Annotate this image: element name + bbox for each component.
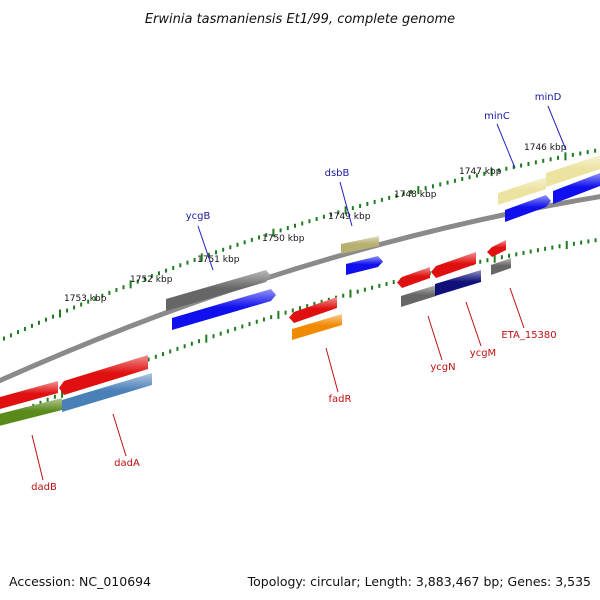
leader-ycgN xyxy=(427,315,443,361)
kbp-label-1751: 1751 kbp xyxy=(197,255,240,265)
leader-dadB xyxy=(31,434,44,481)
gene-feature-ycgN-red[interactable] xyxy=(397,267,430,288)
leader-lines xyxy=(31,105,567,481)
kbp-label-1746: 1746 kbp xyxy=(524,143,567,153)
gene-label-dsbB: dsbB xyxy=(325,168,350,179)
gene-features xyxy=(0,155,600,427)
gene-feature-dadA-red[interactable] xyxy=(59,355,148,395)
gene-feature-ycgM-navy[interactable] xyxy=(435,270,481,296)
accession-text: Accession: NC_010694 xyxy=(9,574,151,589)
gene-feature-ycgM-red[interactable] xyxy=(431,252,476,278)
gene-feature-ycgB-grey[interactable] xyxy=(166,270,271,311)
gene-label-dadB: dadB xyxy=(31,482,57,493)
gene-feature-fadR-orange[interactable] xyxy=(292,314,342,340)
leader-fadR xyxy=(325,347,339,393)
gene-label-ycgM: ycgM xyxy=(470,348,496,359)
leader-dsbB xyxy=(339,181,353,227)
gene-feature-ycgN-grey[interactable] xyxy=(401,285,436,307)
gene-label-ycgN: ycgN xyxy=(430,362,455,373)
gene-feature-dadA-steel[interactable] xyxy=(62,373,152,412)
leader-minD xyxy=(547,105,567,151)
gene-feature-ETA_15380-grey[interactable] xyxy=(491,258,511,275)
leader-dadA xyxy=(112,413,127,457)
kbp-label-1752: 1752 kbp xyxy=(130,275,173,285)
gene-label-ETA_15380: ETA_15380 xyxy=(501,330,556,341)
kbp-label-1753: 1753 kbp xyxy=(64,294,107,304)
genome-backbone xyxy=(0,194,600,384)
leader-ETA_15380 xyxy=(509,287,525,329)
gene-feature-dadB-olive[interactable] xyxy=(0,398,62,427)
gene-labels: ycgB dsbB minC minD dadB dadA fadR ycgN … xyxy=(31,92,561,493)
gene-label-fadR: fadR xyxy=(329,394,352,405)
kbp-label-1750: 1750 kbp xyxy=(262,234,305,244)
kbp-label-1747: 1747 kbp xyxy=(459,167,502,177)
gene-feature-dsbB-khaki[interactable] xyxy=(341,236,379,254)
gene-feature-ETA_15380-red[interactable] xyxy=(487,240,506,257)
kbp-label-1748: 1748 kbp xyxy=(394,190,437,200)
gene-feature-minD-blue[interactable] xyxy=(553,173,600,204)
gene-feature-ycgB-blue[interactable] xyxy=(172,289,276,330)
gene-feature-dsbB-blue[interactable] xyxy=(346,256,383,275)
gene-label-ycgB: ycgB xyxy=(186,211,211,222)
gene-label-dadA: dadA xyxy=(114,458,140,469)
gene-feature-minC-blue[interactable] xyxy=(505,195,551,222)
leader-ycgM xyxy=(465,301,482,347)
kbp-ruler: 1753 kbp 1752 kbp 1751 kbp 1750 kbp 1749… xyxy=(64,143,567,304)
gene-feature-minC-cream[interactable] xyxy=(498,177,546,205)
map-title: Erwinia tasmaniensis Et1/99, complete ge… xyxy=(145,12,455,27)
gene-feature-dadB-red[interactable] xyxy=(0,381,58,409)
genome-summary-text: Topology: circular; Length: 3,883,467 bp… xyxy=(247,574,591,589)
leader-minC xyxy=(496,123,516,169)
gene-feature-minD-cream[interactable] xyxy=(546,155,600,187)
gene-label-minD: minD xyxy=(535,92,562,103)
gene-label-minC: minC xyxy=(484,111,510,122)
leader-ycgB xyxy=(197,225,214,271)
gene-feature-fadR-red[interactable] xyxy=(289,297,337,323)
